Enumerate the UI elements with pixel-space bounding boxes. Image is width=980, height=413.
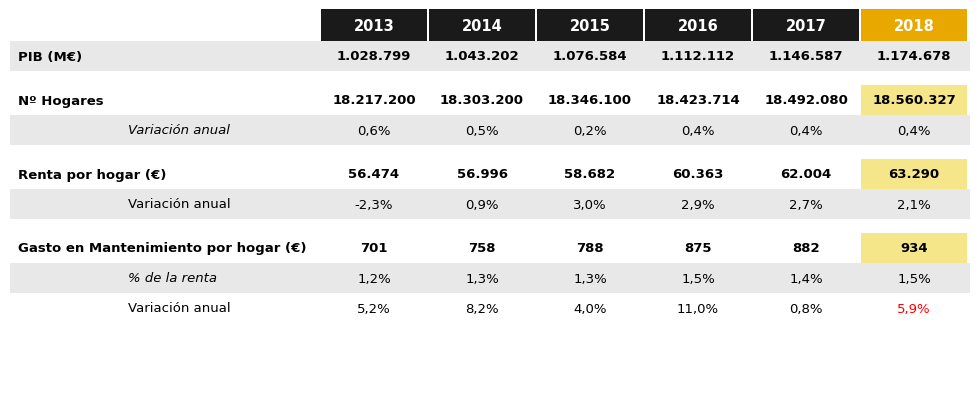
Text: 1.174.678: 1.174.678 xyxy=(877,50,952,63)
Text: 0,8%: 0,8% xyxy=(789,302,823,315)
Bar xyxy=(10,116,970,146)
Text: 2,9%: 2,9% xyxy=(681,198,714,211)
Text: 18.492.080: 18.492.080 xyxy=(764,94,848,107)
Text: Variación anual: Variación anual xyxy=(128,302,230,315)
Bar xyxy=(861,233,967,263)
Bar xyxy=(10,159,970,190)
Text: 11,0%: 11,0% xyxy=(677,302,719,315)
Text: 701: 701 xyxy=(361,242,388,255)
Text: 1.043.202: 1.043.202 xyxy=(445,50,519,63)
Bar xyxy=(10,42,970,72)
Text: 4,0%: 4,0% xyxy=(573,302,607,315)
Text: 63.290: 63.290 xyxy=(889,168,940,181)
Text: 2015: 2015 xyxy=(569,19,611,33)
Text: 0,5%: 0,5% xyxy=(466,124,499,137)
Bar xyxy=(10,190,970,219)
Text: 56.996: 56.996 xyxy=(457,168,508,181)
Text: 0,2%: 0,2% xyxy=(573,124,607,137)
Bar xyxy=(10,233,970,263)
Text: 1.076.584: 1.076.584 xyxy=(553,50,627,63)
Text: 2016: 2016 xyxy=(677,19,718,33)
Text: 1,2%: 1,2% xyxy=(357,272,391,285)
Text: 1.146.587: 1.146.587 xyxy=(768,50,843,63)
Text: 788: 788 xyxy=(576,242,604,255)
Text: 1,3%: 1,3% xyxy=(573,272,607,285)
Text: 2018: 2018 xyxy=(894,19,935,33)
Text: 18.346.100: 18.346.100 xyxy=(548,94,632,107)
Bar xyxy=(537,10,643,42)
Bar xyxy=(10,263,970,293)
Text: 56.474: 56.474 xyxy=(349,168,400,181)
Text: 0,4%: 0,4% xyxy=(681,124,714,137)
Text: 934: 934 xyxy=(901,242,928,255)
Text: 1,5%: 1,5% xyxy=(681,272,714,285)
Bar xyxy=(861,10,967,42)
Text: Gasto en Mantenimiento por hogar (€): Gasto en Mantenimiento por hogar (€) xyxy=(18,242,307,255)
Text: Nº Hogares: Nº Hogares xyxy=(18,94,104,107)
Bar xyxy=(10,86,970,116)
Text: 1.028.799: 1.028.799 xyxy=(337,50,412,63)
Text: 2013: 2013 xyxy=(354,19,394,33)
Bar xyxy=(321,10,427,42)
Text: 8,2%: 8,2% xyxy=(466,302,499,315)
Text: 0,4%: 0,4% xyxy=(898,124,931,137)
Text: 2014: 2014 xyxy=(462,19,503,33)
Bar xyxy=(645,10,751,42)
Text: 18.560.327: 18.560.327 xyxy=(872,94,956,107)
Text: 58.682: 58.682 xyxy=(564,168,615,181)
Text: 3,0%: 3,0% xyxy=(573,198,607,211)
Text: 18.423.714: 18.423.714 xyxy=(657,94,740,107)
Text: 18.217.200: 18.217.200 xyxy=(332,94,416,107)
Text: 0,9%: 0,9% xyxy=(466,198,499,211)
Bar xyxy=(429,10,535,42)
Text: 0,6%: 0,6% xyxy=(358,124,391,137)
Text: Renta por hogar (€): Renta por hogar (€) xyxy=(18,168,167,181)
Bar xyxy=(861,159,967,190)
Text: PIB (M€): PIB (M€) xyxy=(18,50,82,63)
Text: 1,5%: 1,5% xyxy=(897,272,931,285)
Text: % de la renta: % de la renta xyxy=(128,272,217,285)
Text: 2017: 2017 xyxy=(786,19,826,33)
Text: 5,9%: 5,9% xyxy=(897,302,931,315)
Text: 1,4%: 1,4% xyxy=(789,272,823,285)
Text: 62.004: 62.004 xyxy=(780,168,832,181)
Text: 1.112.112: 1.112.112 xyxy=(661,50,735,63)
Text: 0,4%: 0,4% xyxy=(789,124,823,137)
Text: 882: 882 xyxy=(792,242,820,255)
Bar xyxy=(861,86,967,116)
Text: Variación anual: Variación anual xyxy=(128,124,230,137)
Text: 5,2%: 5,2% xyxy=(357,302,391,315)
Text: 2,7%: 2,7% xyxy=(789,198,823,211)
Text: 60.363: 60.363 xyxy=(672,168,723,181)
Text: 1,3%: 1,3% xyxy=(466,272,499,285)
Bar xyxy=(753,10,859,42)
Bar xyxy=(10,293,970,323)
Text: 758: 758 xyxy=(468,242,496,255)
Text: -2,3%: -2,3% xyxy=(355,198,393,211)
Text: 875: 875 xyxy=(684,242,711,255)
Text: Variación anual: Variación anual xyxy=(128,198,230,211)
Text: 18.303.200: 18.303.200 xyxy=(440,94,524,107)
Text: 2,1%: 2,1% xyxy=(897,198,931,211)
